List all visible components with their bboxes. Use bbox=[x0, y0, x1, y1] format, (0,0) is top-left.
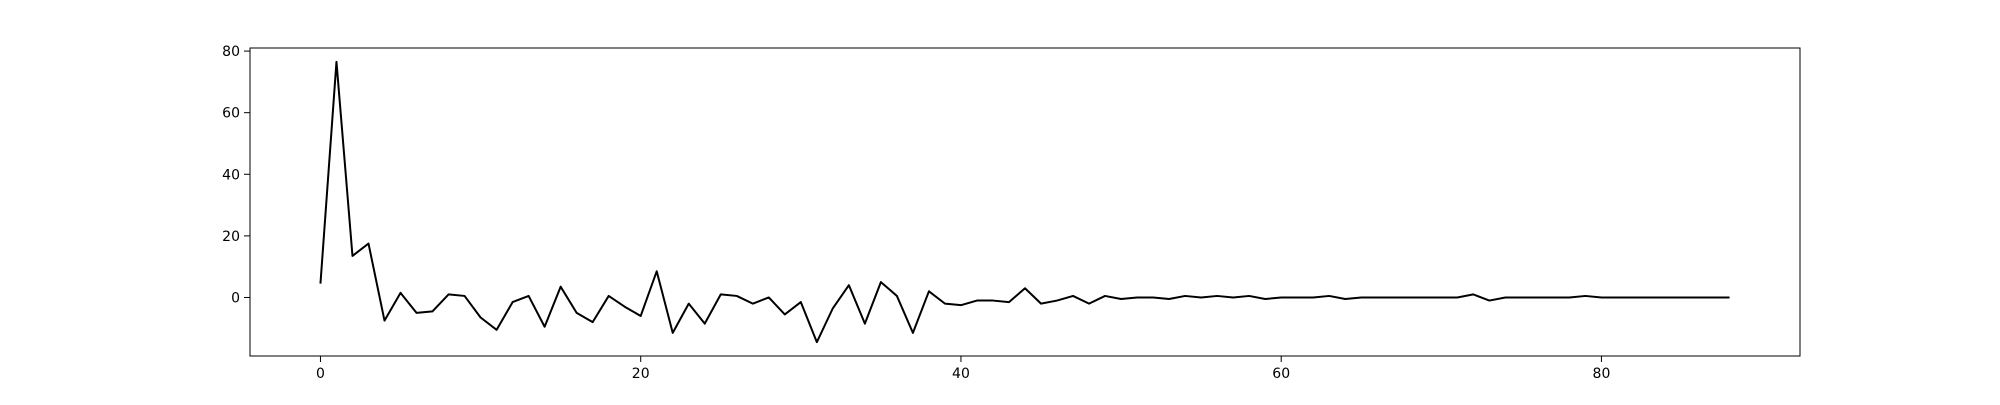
x-tick-label: 0 bbox=[316, 366, 325, 382]
y-tick-label: 20 bbox=[222, 229, 240, 245]
y-tick-label: 80 bbox=[222, 44, 240, 60]
y-tick-label: 40 bbox=[222, 167, 240, 183]
x-tick-label: 20 bbox=[632, 366, 650, 382]
x-tick-label: 60 bbox=[1272, 366, 1290, 382]
x-tick-label: 40 bbox=[952, 366, 970, 382]
series-line bbox=[320, 62, 1729, 342]
y-tick-label: 0 bbox=[231, 290, 240, 306]
x-tick-label: 80 bbox=[1593, 366, 1611, 382]
plot-area-frame bbox=[250, 48, 1800, 356]
y-tick-label: 60 bbox=[222, 106, 240, 122]
